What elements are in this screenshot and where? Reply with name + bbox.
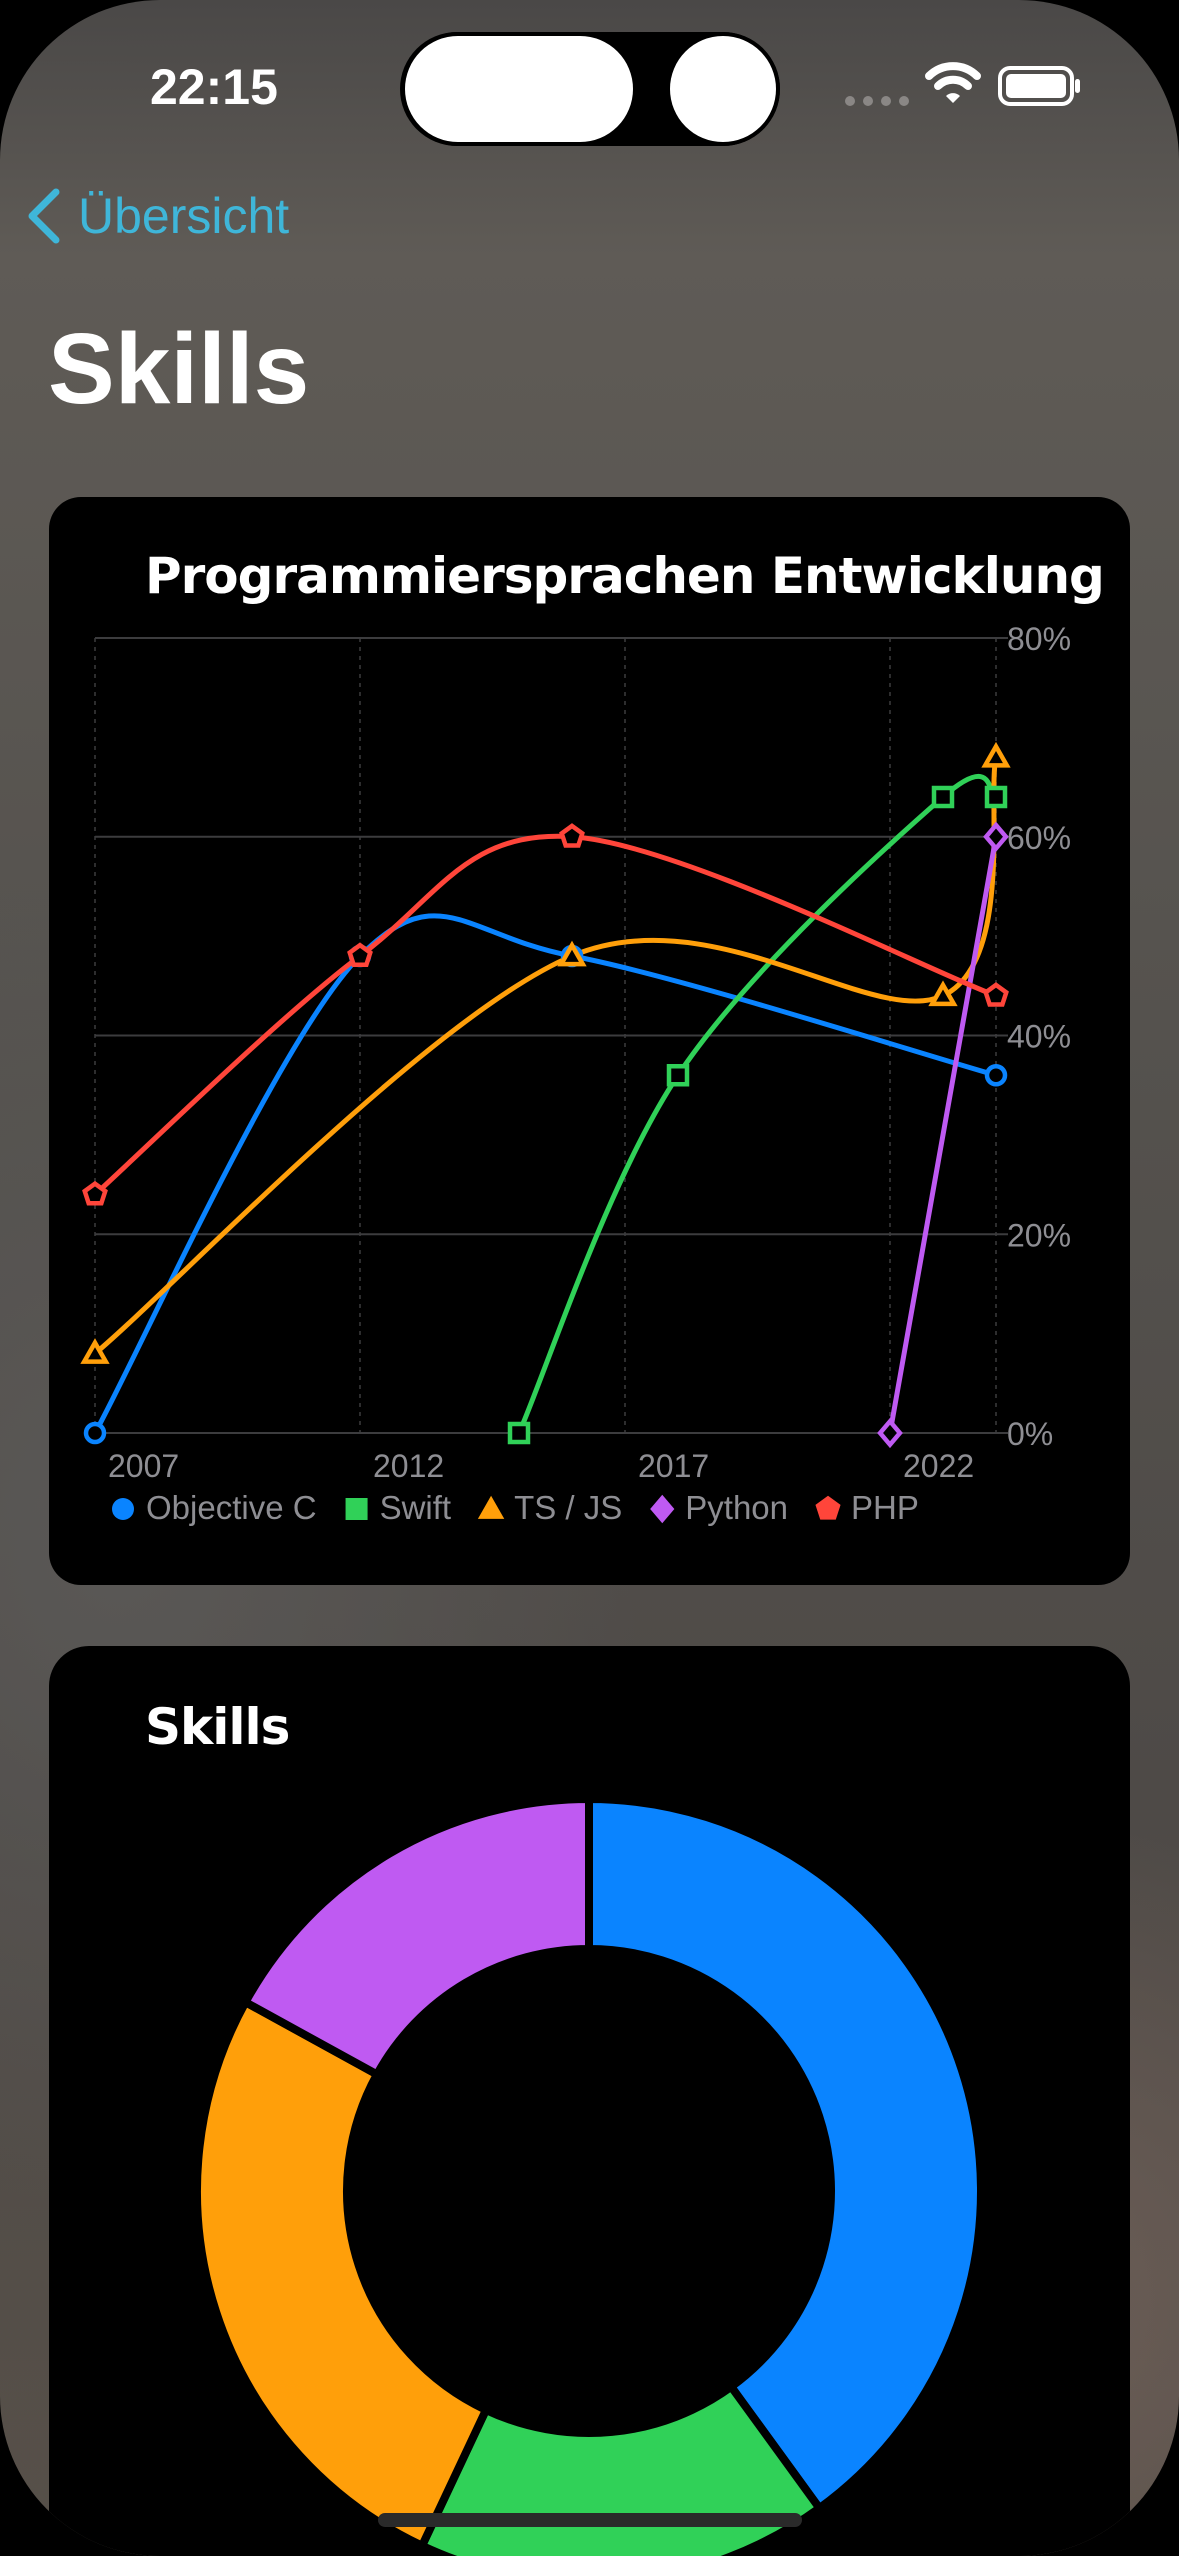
home-indicator[interactable] [378,2513,802,2527]
back-label: Übersicht [78,188,290,244]
dynamic-island-left [405,36,633,142]
y-tick-label: 80% [1007,621,1071,657]
data-point-swift [666,1064,690,1087]
y-tick-label: 40% [1007,1019,1071,1055]
x-tick-label: 2022 [903,1448,974,1484]
cellular-signal-icon [845,96,909,106]
legend-label-ts-js: TS / JS [514,1489,622,1526]
wifi-icon [925,62,981,103]
data-point-objective-c [83,1421,107,1445]
pie-chart-title: Skills [145,1698,290,1756]
x-tick-label: 2017 [638,1448,709,1484]
line-chart-card: Programmiersprachen Entwicklung 0% 20% 40%… [49,497,1130,1585]
series-line-objective-c [92,913,999,1436]
legend-marker-python [650,1494,675,1524]
legend-marker-ts-js [477,1495,505,1519]
pie-chart-card: Skills [49,1646,1130,2556]
y-tick-label: 0% [1007,1416,1053,1452]
legend-label-objective-c: Objective C [146,1489,317,1526]
data-point-php [983,982,1009,1007]
page-title: Skills [48,313,310,425]
series-line-php [92,833,999,1197]
data-point-ts-js [981,741,1011,768]
legend-label-python: Python [685,1489,788,1526]
donut-slice-4 [240,1794,593,2080]
series-line-swift [516,773,999,1436]
data-point-python [983,821,1009,852]
chevron-left-icon [28,188,60,244]
data-point-php [347,942,373,967]
dynamic-island-right [670,36,776,142]
series-line-ts-js [92,754,999,1356]
data-point-swift [984,785,1008,809]
line-chart: 0% 20% 40% 60% 80% 2007 2012 2017 2022 Objective… [80,621,1071,1526]
data-point-php [559,823,585,848]
data-point-python [877,1417,903,1449]
series-line-python [887,834,999,1436]
x-tick-label: 2012 [373,1448,444,1484]
legend-marker-objective-c [112,1498,134,1520]
legend-marker-php [815,1495,841,1520]
data-point-swift [931,785,955,809]
donut-slice-3 [193,1996,492,2552]
x-tick-label: 2007 [108,1448,179,1484]
battery-icon [998,66,1080,106]
donut-chart [193,1794,985,2556]
data-point-ts-js [928,980,958,1007]
y-tick-label: 20% [1007,1217,1071,1253]
back-button[interactable]: Übersicht [24,186,289,246]
line-chart-title: Programmiersprachen Entwicklung [145,547,1105,605]
donut-slice-1 [585,1794,985,2514]
y-tick-label: 60% [1007,820,1071,856]
data-point-php [82,1180,108,1206]
legend-marker-swift [345,1498,368,1520]
data-point-swift [507,1421,531,1445]
status-time: 22:15 [150,59,278,115]
legend-label-php: PHP [851,1489,919,1526]
legend-label-swift: Swift [380,1489,452,1526]
data-point-ts-js [80,1338,110,1364]
data-point-ts-js [557,940,587,967]
data-point-objective-c [984,1064,1008,1087]
